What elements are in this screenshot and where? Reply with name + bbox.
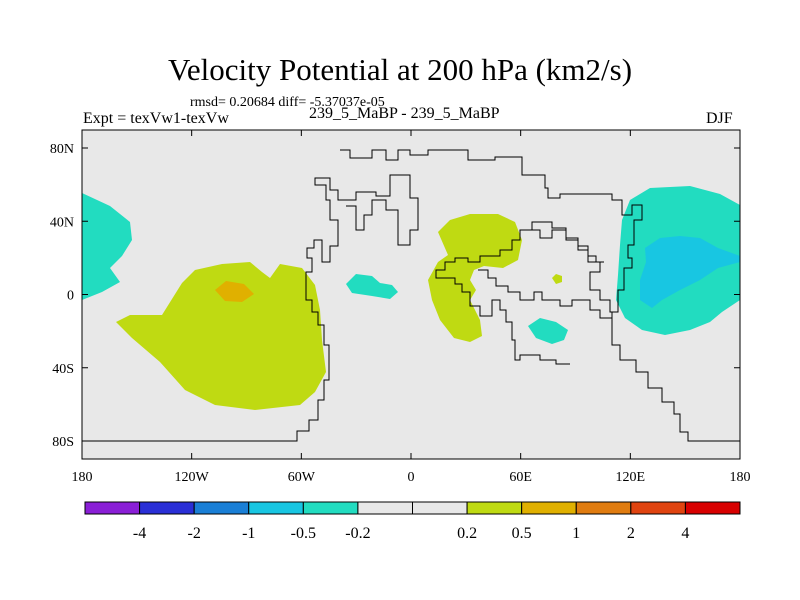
colorbar-label: -2	[188, 525, 201, 542]
x-tick-label: 120W	[175, 470, 210, 485]
coastline-australia-antarctica	[611, 312, 740, 442]
y-axis-ticks: 80N 40N 0 40S 80S	[50, 142, 740, 450]
contour-neg-indian-ocean	[528, 318, 568, 344]
colorbar-label: 0.2	[457, 525, 477, 542]
x-axis-ticks: 180 120W 60W 0 60E 120E 180	[72, 130, 751, 485]
x-tick-label: 120E	[616, 470, 646, 485]
coastline-south-asia	[478, 269, 612, 319]
colorbar-label: 0.5	[512, 525, 532, 542]
season-label: DJF	[706, 110, 733, 127]
contour-neg-west-pacific	[82, 193, 132, 300]
colorbar-label: -0.5	[291, 525, 316, 542]
stats-line: rmsd= 0.20684 diff= -5.37037e-05	[190, 95, 385, 110]
x-tick-label: 180	[730, 470, 751, 485]
colorbar: -4 -2 -1 -0.5 -0.2 0.2 0.5 1 2 4	[84, 501, 741, 542]
colorbar-swatch	[521, 501, 577, 515]
colorbar-label: 2	[627, 525, 635, 542]
colorbar-swatch	[248, 501, 304, 515]
colorbar-swatch	[357, 501, 413, 515]
chart-title: Velocity Potential at 200 hPa (km2/s)	[167, 52, 633, 87]
colorbar-swatch	[84, 501, 141, 515]
x-tick-label: 60E	[509, 470, 532, 485]
x-tick-label: 0	[408, 470, 415, 485]
colorbar-swatch	[575, 501, 632, 515]
colorbar-label: -1	[242, 525, 255, 542]
coastlines	[82, 149, 740, 442]
colorbar-swatch	[466, 501, 523, 515]
colorbar-swatch	[684, 501, 741, 515]
contour-neg05-maritime	[640, 236, 740, 308]
y-tick-label: 40S	[52, 362, 74, 377]
contour-neg-atlantic	[346, 274, 398, 299]
contour-pos-south-america	[116, 262, 326, 410]
run-label: 239_5_MaBP - 239_5_MaBP	[309, 105, 500, 122]
coastline-americas	[82, 174, 419, 442]
coastline-asia-east	[520, 221, 604, 263]
colorbar-swatch	[302, 501, 359, 515]
x-tick-label: 60W	[288, 470, 316, 485]
y-tick-label: 40N	[50, 215, 74, 230]
coastline-africa-south	[532, 354, 570, 365]
y-tick-label: 80N	[50, 142, 74, 157]
y-tick-label: 0	[67, 289, 74, 304]
colorbar-swatch	[139, 501, 195, 515]
colorbar-label: -4	[133, 525, 146, 542]
colorbar-swatch	[412, 501, 468, 515]
y-tick-label: 80S	[52, 435, 74, 450]
colorbar-label: 4	[681, 525, 689, 542]
colorbar-label: 1	[572, 525, 580, 542]
contour-pos-africa	[428, 214, 522, 342]
contour-pos-small-india	[552, 274, 562, 284]
experiment-label: Expt = texVw1-texVw	[83, 110, 229, 127]
colorbar-swatch	[193, 501, 250, 515]
contour-pos05-south-america	[215, 281, 254, 302]
x-tick-label: 180	[72, 470, 93, 485]
colorbar-swatch	[630, 501, 686, 515]
colorbar-label: -0.2	[345, 525, 370, 542]
coastline-africa-eurasia	[340, 149, 643, 361]
